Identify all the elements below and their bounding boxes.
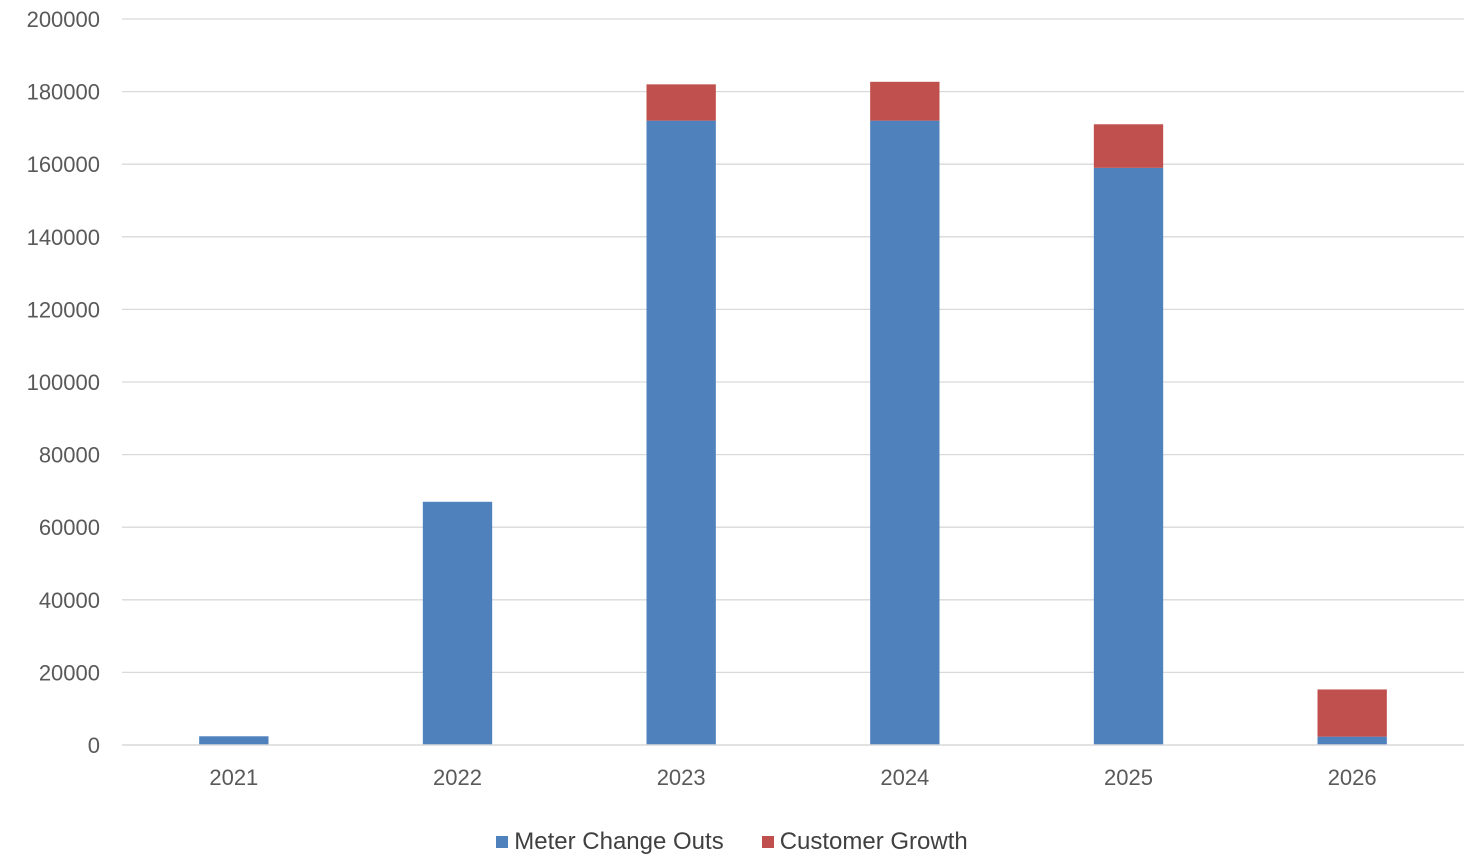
bar-customer-growth-2026: [1317, 689, 1387, 737]
y-tick-label-140000: 140000: [27, 225, 100, 250]
bars: [199, 81, 1387, 745]
legend-label-customer-growth: Customer Growth: [779, 828, 968, 855]
bar-meter-change-outs-2024: [870, 120, 940, 745]
x-tick-label-2024: 2024: [880, 765, 929, 790]
bar-meter-change-outs-2023: [646, 120, 716, 745]
x-tick-label-2023: 2023: [657, 765, 706, 790]
legend-swatch-customer-growth: [761, 836, 774, 848]
y-tick-label-200000: 200000: [27, 7, 100, 32]
gridlines: [122, 18, 1464, 674]
y-tick-label-20000: 20000: [39, 660, 100, 685]
bar-meter-change-outs-2021: [199, 736, 269, 745]
y-tick-label-60000: 60000: [39, 515, 100, 540]
y-tick-label-80000: 80000: [39, 443, 100, 468]
bar-meter-change-outs-2025: [1093, 167, 1164, 745]
y-tick-label-120000: 120000: [27, 297, 100, 322]
legend-swatch-meter-change-outs: [496, 836, 509, 848]
x-tick-label-2026: 2026: [1328, 765, 1377, 790]
x-tick-label-2021: 2021: [209, 765, 258, 790]
bar-meter-change-outs-2026: [1317, 736, 1387, 745]
x-tick-label-2025: 2025: [1104, 765, 1153, 790]
y-tick-label-100000: 100000: [27, 370, 100, 395]
y-axis-tick-labels: 0 20000 40000 60000 80000 100000 120000 140000 1…: [27, 7, 100, 758]
y-tick-label-40000: 40000: [39, 588, 100, 613]
legend-item-meter-change-outs: Meter Change Outs: [496, 828, 724, 856]
y-tick-label-180000: 180000: [27, 80, 100, 105]
bar-meter-change-outs-2022: [422, 501, 493, 745]
legend-label-meter-change-outs: Meter Change Outs: [514, 828, 724, 855]
x-axis-tick-labels: 2021 2022 2023 2024 2025 2026: [209, 765, 1376, 790]
y-tick-label-160000: 160000: [27, 152, 100, 177]
x-tick-label-2022: 2022: [433, 765, 482, 790]
y-tick-label-0: 0: [88, 733, 100, 758]
bar-customer-growth-2024: [870, 81, 940, 121]
bar-customer-growth-2025: [1093, 124, 1164, 168]
bar-customer-growth-2023: [646, 84, 716, 121]
legend-item-customer-growth: Customer Growth: [761, 828, 968, 856]
chart-legend: Meter Change Outs Customer Growth: [0, 824, 1464, 860]
